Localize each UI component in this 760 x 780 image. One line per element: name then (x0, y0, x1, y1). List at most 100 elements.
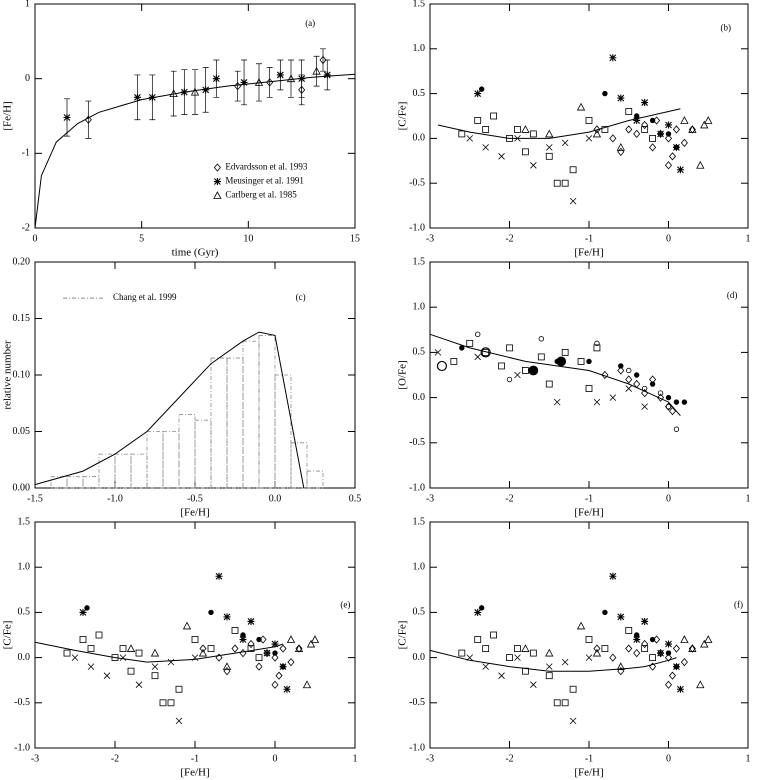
x-axis-label: [Fe/H] (180, 507, 209, 519)
diamond-marker (213, 163, 221, 172)
diamond-marker (84, 115, 92, 124)
x-tick-label: 0.0 (269, 493, 282, 504)
x-tick-label: 1 (353, 753, 358, 764)
model-curve (34, 331, 305, 489)
triangle-marker (286, 74, 296, 83)
circle-marker (538, 336, 544, 342)
histogram-bar (226, 357, 244, 489)
asterisk-marker (215, 572, 223, 580)
y-tick-label: -1.0 (409, 742, 425, 753)
asterisk-marker (239, 636, 247, 644)
asterisk-marker (213, 178, 221, 186)
diamond-marker (617, 366, 625, 375)
y-tick-label: 1.0 (413, 43, 426, 54)
x-tick-label: 0 (666, 493, 671, 504)
cross-marker (514, 371, 521, 379)
x-tick-label: 0 (666, 233, 671, 244)
square-marker (466, 339, 474, 347)
big-circle-marker (436, 360, 448, 372)
y-axis-label: [C/Fe] (2, 621, 14, 650)
diamond-marker (664, 653, 673, 662)
histogram-bar (194, 419, 212, 489)
x-tick-label: -2 (111, 753, 119, 764)
square-marker (498, 362, 505, 370)
diamond-marker (625, 125, 633, 134)
diamond-marker (688, 644, 696, 653)
triangle-marker (302, 680, 312, 689)
square-marker (95, 631, 103, 639)
asterisk-marker (657, 130, 665, 138)
dot-marker (649, 636, 656, 643)
diamond-marker (680, 658, 688, 667)
square-marker (522, 367, 529, 374)
panel-label: (a) (305, 18, 315, 28)
triangle-marker (592, 129, 602, 138)
triangle-marker (182, 621, 192, 630)
model-curve (437, 108, 681, 139)
square-marker (561, 699, 569, 707)
triangle-marker (688, 125, 697, 133)
asterisk-marker (676, 685, 684, 693)
x-tick-label: 0.5 (349, 493, 362, 504)
y-tick-label: 0.5 (413, 607, 426, 618)
triangle-marker (169, 89, 178, 97)
diamond-marker (625, 644, 633, 653)
square-marker (649, 134, 656, 142)
y-axis-label: [C/Fe] (397, 102, 409, 131)
x-tick-label: -1 (585, 753, 593, 764)
dot-marker (478, 605, 485, 611)
triangle-marker (198, 648, 208, 657)
histogram-bar (130, 453, 148, 489)
y-tick-label: 0.10 (13, 369, 31, 380)
panel-label: (d) (727, 290, 738, 300)
diamond-marker (255, 662, 263, 671)
plot-frame (34, 521, 356, 749)
x-tick-label: -3 (426, 493, 434, 504)
histogram-bar (258, 335, 276, 489)
square-marker (601, 126, 609, 133)
y-tick-label: 1.5 (413, 256, 426, 267)
diamond-marker (641, 120, 649, 130)
square-marker (514, 126, 521, 133)
diamond-marker (649, 662, 657, 671)
histogram-bar (146, 431, 164, 489)
diamond-marker (601, 370, 609, 380)
histogram-bar (98, 453, 116, 489)
cross-marker (553, 398, 561, 406)
asterisk-marker (665, 640, 672, 648)
x-tick-label: 0 (666, 753, 671, 764)
square-marker (625, 108, 633, 115)
x-tick-label: -2 (505, 233, 513, 244)
square-marker (553, 699, 561, 707)
y-tick-label: -1 (22, 148, 30, 159)
y-axis-label: [C/Fe] (397, 621, 409, 650)
histogram-bar (82, 476, 100, 489)
triangle-marker (294, 644, 304, 652)
error-bar (320, 48, 326, 72)
asterisk-marker (633, 116, 641, 124)
square-marker (569, 685, 577, 693)
square-marker (247, 645, 255, 652)
asterisk-marker (298, 75, 306, 83)
x-tick-label: 1 (746, 233, 751, 244)
square-marker (522, 148, 529, 156)
y-tick-label: 0.05 (13, 426, 31, 437)
triangle-marker (286, 635, 296, 643)
dot-marker (256, 636, 262, 643)
square-marker (231, 627, 239, 634)
dot-marker (240, 632, 246, 638)
square-marker (135, 649, 143, 657)
y-tick-label: 1.0 (413, 561, 426, 572)
asterisk-marker (63, 113, 71, 121)
x-tick-label: -1 (585, 233, 593, 244)
error-bar (288, 59, 294, 98)
cross-marker (585, 654, 593, 661)
triangle-marker (126, 644, 136, 652)
cross-marker (498, 672, 505, 679)
diamond-marker (271, 680, 279, 689)
y-axis-label: relative number (2, 340, 14, 410)
asterisk-marker (617, 613, 625, 621)
square-marker (127, 667, 135, 675)
square-marker (450, 358, 458, 365)
square-marker (255, 654, 263, 661)
